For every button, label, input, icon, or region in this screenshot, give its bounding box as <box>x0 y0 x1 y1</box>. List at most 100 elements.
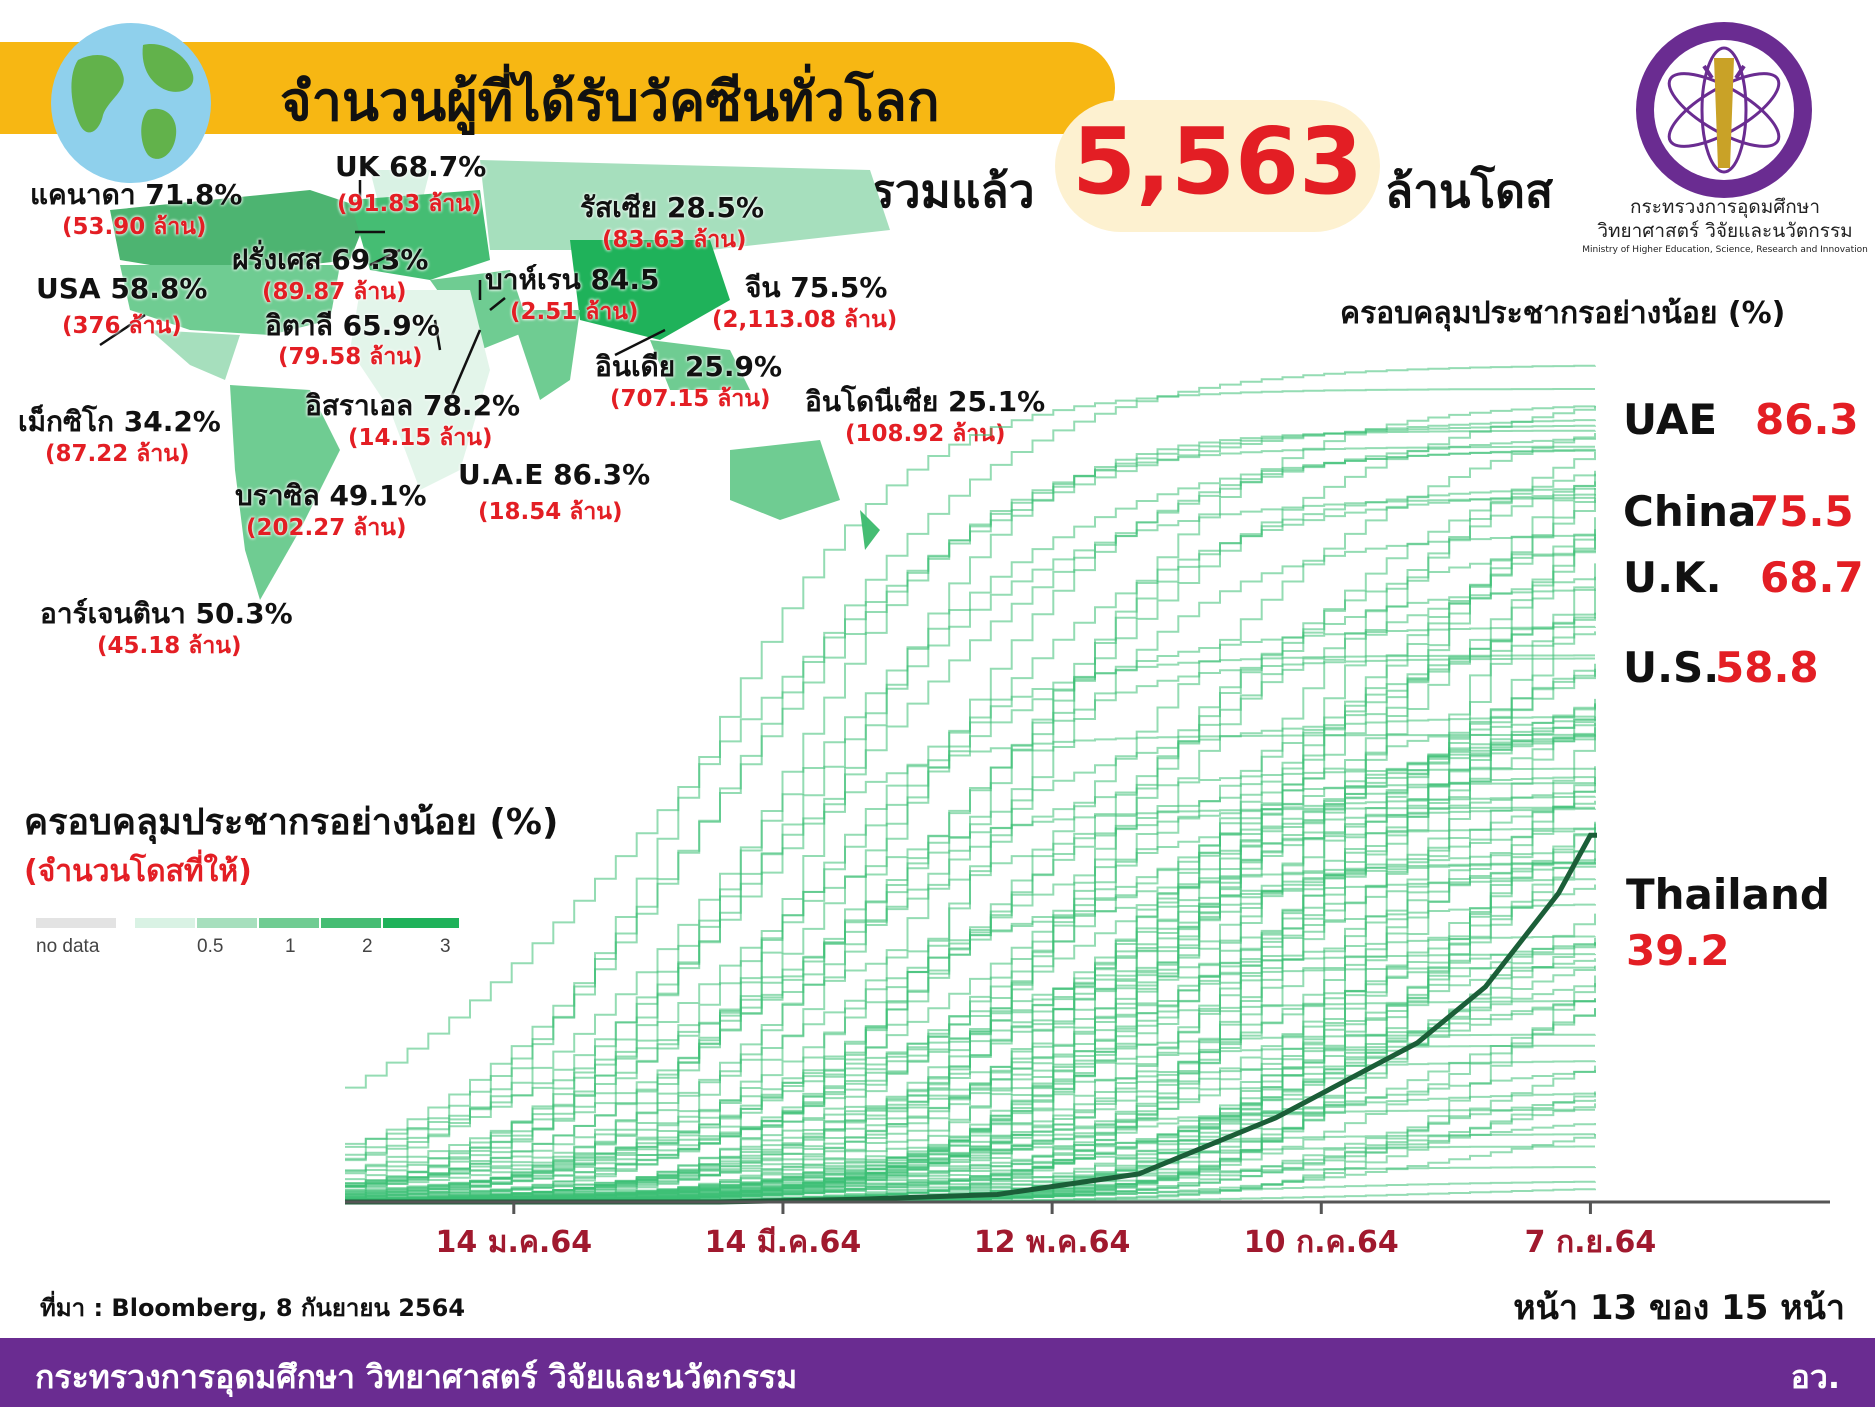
label-china: จีน 75.5% <box>745 271 888 304</box>
label-france: ฝรั่งเศส 69.3% <box>232 243 429 276</box>
country-line <box>345 419 1596 1089</box>
dose-uae: (18.54 ล้าน) <box>478 499 623 525</box>
dose-brazil: (202.27 ล้าน) <box>246 515 407 541</box>
x-tick-label: 14 ม.ค.64 <box>436 1225 593 1260</box>
country-line <box>345 499 1596 1200</box>
thailand-line <box>345 832 1597 1205</box>
highlight-value-thailand: 39.2 <box>1626 926 1730 975</box>
footer-office: อว. <box>1790 1358 1840 1396</box>
total-label: รวมแล้ว <box>870 164 1035 218</box>
ministry-name-en: Ministry of Higher Education, Science, R… <box>1582 245 1868 255</box>
dose-argentina: (45.18 ล้าน) <box>97 633 242 659</box>
dose-italy: (79.58 ล้าน) <box>278 344 423 370</box>
dose-china: (2,113.08 ล้าน) <box>712 307 898 333</box>
dose-india: (707.15 ล้าน) <box>610 386 771 412</box>
x-axis-ticks: 14 ม.ค.64 14 มี.ค.64 12 พ.ค.64 10 ก.ค.64 7 ก… <box>436 1202 1657 1260</box>
country-line <box>345 1070 1596 1201</box>
highlight-lines <box>345 832 1597 1205</box>
map-russia <box>480 160 890 250</box>
map-china <box>570 240 730 340</box>
footer-bar <box>0 1338 1875 1407</box>
x-tick-label: 14 มี.ค.64 <box>705 1225 862 1260</box>
highlight-value-us: 58.8 <box>1715 643 1819 692</box>
label-italy: อิตาลี 65.9% <box>265 309 440 342</box>
country-line <box>345 448 1596 1160</box>
label-bahrain: บาห์เรน 84.5 <box>485 263 660 296</box>
map-usa <box>120 265 340 335</box>
map-mexico <box>150 330 240 380</box>
globe-icon <box>51 23 211 183</box>
ministry-logo <box>1636 22 1812 198</box>
map-se-asia <box>650 340 750 390</box>
page-title: จำนวนผู้ที่ได้รับวัคซีนทั่วโลก <box>280 70 940 133</box>
legend-swatch-5 <box>383 918 459 928</box>
country-line <box>345 806 1595 1186</box>
map-canada <box>110 190 370 270</box>
map-legend-heading: ครอบคลุมประชากรอย่างน้อย (%) <box>24 802 559 843</box>
dose-canada: (53.90 ล้าน) <box>62 214 207 240</box>
page-number: หน้า 13 ของ 15 หน้า <box>1513 1288 1845 1328</box>
label-canada: แคนาดา 71.8% <box>30 178 243 211</box>
x-tick-label: 10 ก.ค.64 <box>1244 1225 1399 1260</box>
label-argentina: อาร์เจนตินา 50.3% <box>40 597 293 630</box>
total-unit: ล้านโดส <box>1385 164 1554 218</box>
dose-israel: (14.15 ล้าน) <box>348 425 493 451</box>
legend-swatch-nodata <box>36 918 116 928</box>
label-russia: รัสเซีย 28.5% <box>580 191 764 224</box>
map-legend-subheading: (จำนวนโดสที่ให้) <box>24 854 252 889</box>
highlight-name-uae: UAE <box>1623 395 1718 444</box>
source-note: ที่มา : Bloomberg, 8 กันยายน 2564 <box>40 1294 466 1322</box>
legend-tick: 1 <box>285 936 296 957</box>
highlight-value-china: 75.5 <box>1750 487 1854 536</box>
world-map <box>99 160 890 600</box>
dose-bahrain: (2.51 ล้าน) <box>510 299 639 325</box>
vaccination-line-chart: 14 ม.ค.64 14 มี.ค.64 12 พ.ค.64 10 ก.ค.64 7 ก… <box>345 364 1830 1260</box>
country-line <box>345 364 1596 1156</box>
highlight-name-thailand: Thailand <box>1626 870 1830 919</box>
legend-tick: 0.5 <box>197 936 223 957</box>
ministry-name-line1: กระทรวงการอุดมศึกษา <box>1630 196 1820 218</box>
map-south-america <box>230 385 340 600</box>
label-indonesia: อินโดนีเซีย 25.1% <box>805 385 1046 418</box>
country-line <box>345 433 1596 1194</box>
highlight-name-uk: U.K. <box>1623 553 1722 602</box>
label-brazil: บราซิล 49.1% <box>235 479 427 512</box>
legend-swatch-2 <box>197 918 257 928</box>
label-india: อินเดีย 25.9% <box>595 350 783 383</box>
map-india <box>510 310 580 400</box>
map-legend: no data 0.5 1 2 3 <box>36 918 459 957</box>
highlight-value-uk: 68.7 <box>1760 553 1864 602</box>
country-line <box>345 437 1596 1162</box>
label-mexico: เม็กซิโก 34.2% <box>18 405 221 438</box>
country-line <box>345 790 1596 1195</box>
legend-swatch-4 <box>321 918 381 928</box>
background-country-lines <box>345 364 1596 1203</box>
legend-swatch-1 <box>135 918 195 928</box>
dose-russia: (83.63 ล้าน) <box>602 227 747 253</box>
dose-usa: (376 ล้าน) <box>62 313 182 339</box>
footer-ministry: กระทรวงการอุดมศึกษา วิทยาศาสตร์ วิจัยและ… <box>35 1358 798 1396</box>
legend-nodata: no data <box>36 936 100 957</box>
highlight-name-china: China <box>1623 487 1757 536</box>
x-tick-label: 12 พ.ค.64 <box>974 1225 1131 1260</box>
label-uae: U.A.E 86.3% <box>458 458 651 491</box>
highlight-value-uae: 86.3 <box>1755 395 1859 444</box>
dose-france: (89.87 ล้าน) <box>262 279 407 305</box>
dose-mexico: (87.22 ล้าน) <box>45 441 190 467</box>
dose-uk: (91.83 ล้าน) <box>337 191 482 217</box>
map-australia <box>730 440 840 520</box>
highlight-name-us: U.S. <box>1623 643 1720 692</box>
label-uk: UK 68.7% <box>335 150 487 183</box>
legend-swatch-3 <box>259 918 319 928</box>
ministry-name-th: กระทรวงการอุดมศึกษา วิทยาศาสตร์ วิจัยและ… <box>1575 195 1875 243</box>
map-africa <box>350 290 490 490</box>
legend-tick: 2 <box>362 936 373 957</box>
label-israel: อิสราเอล 78.2% <box>305 389 521 422</box>
chart-heading: ครอบคลุมประชากรอย่างน้อย (%) <box>1340 296 1786 331</box>
total-pill <box>1055 100 1380 232</box>
label-usa: USA 58.8% <box>36 272 208 305</box>
country-line <box>345 733 1595 1188</box>
x-tick-label: 7 ก.ย.64 <box>1525 1225 1657 1260</box>
country-line <box>345 657 1595 1201</box>
ministry-name-line2: วิทยาศาสตร์ วิจัยและนวัตกรรม <box>1597 220 1853 242</box>
